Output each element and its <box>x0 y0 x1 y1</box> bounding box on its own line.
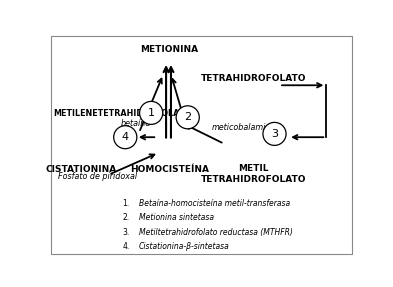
Text: HOMOCISTEÍNA: HOMOCISTEÍNA <box>130 165 209 174</box>
Text: CISTATIONINA: CISTATIONINA <box>46 165 117 174</box>
Text: 4.: 4. <box>122 242 129 251</box>
Text: 3: 3 <box>271 129 278 139</box>
Text: 1: 1 <box>148 108 155 118</box>
Text: Metiltetrahidrofolato reductasa (MTHFR): Metiltetrahidrofolato reductasa (MTHFR) <box>139 228 293 237</box>
Text: Betaína-homocisteína metil-transferasa: Betaína-homocisteína metil-transferasa <box>139 199 290 208</box>
Text: 2.: 2. <box>122 214 129 222</box>
Ellipse shape <box>176 106 199 129</box>
Text: METIL
TETRAHIDROFOLATO: METIL TETRAHIDROFOLATO <box>200 164 306 184</box>
Ellipse shape <box>114 126 137 149</box>
Text: 1.: 1. <box>122 199 129 208</box>
Text: METILENETETRAHIDROFOLATO: METILENETETRAHIDROFOLATO <box>54 110 192 119</box>
Text: meticobalamina: meticobalamina <box>212 123 276 132</box>
Ellipse shape <box>263 122 286 146</box>
Text: TETRAHIDROFOLATO: TETRAHIDROFOLATO <box>200 74 306 83</box>
Ellipse shape <box>140 101 163 124</box>
Text: 4: 4 <box>122 132 129 142</box>
Text: METIONINA: METIONINA <box>140 45 198 54</box>
Text: Fosfato de piridoxal: Fosfato de piridoxal <box>58 172 138 181</box>
Text: 3.: 3. <box>122 228 129 237</box>
Text: Cistationina-β-sintetasa: Cistationina-β-sintetasa <box>139 242 230 251</box>
Text: Metionina sintetasa: Metionina sintetasa <box>139 214 214 222</box>
Text: 2: 2 <box>184 112 191 122</box>
Text: betaína: betaína <box>121 119 151 128</box>
